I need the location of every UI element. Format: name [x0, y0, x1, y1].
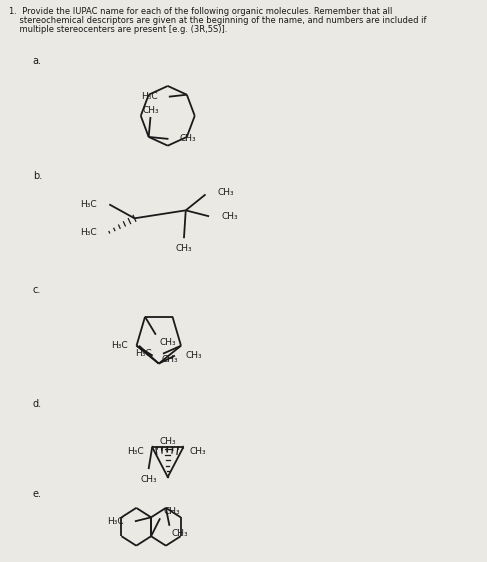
Text: H₃C: H₃C — [108, 517, 124, 526]
Text: H₃C: H₃C — [127, 447, 144, 456]
Text: H₃C: H₃C — [135, 349, 152, 358]
Text: c.: c. — [33, 285, 41, 295]
Text: a.: a. — [33, 56, 42, 66]
Text: CH₃: CH₃ — [142, 106, 159, 115]
Text: b.: b. — [33, 170, 42, 180]
Text: CH₃: CH₃ — [164, 507, 180, 516]
Text: H₃C: H₃C — [111, 341, 127, 350]
Text: CH₃: CH₃ — [176, 244, 192, 253]
Text: stereochemical descriptors are given at the beginning of the name, and numbers a: stereochemical descriptors are given at … — [9, 16, 426, 25]
Text: CH₃: CH₃ — [190, 447, 206, 456]
Text: CH₃: CH₃ — [159, 338, 176, 347]
Text: CH₃: CH₃ — [171, 529, 188, 538]
Text: e.: e. — [33, 489, 42, 499]
Text: CH₃: CH₃ — [222, 212, 238, 221]
Text: CH₃: CH₃ — [217, 188, 234, 197]
Text: multiple stereocenters are present [e.g. (3R,5S)].: multiple stereocenters are present [e.g.… — [9, 25, 227, 34]
Text: CH₃: CH₃ — [179, 134, 196, 143]
Text: CH₃: CH₃ — [140, 474, 157, 483]
Text: d.: d. — [33, 400, 42, 409]
Text: H₃C: H₃C — [80, 200, 97, 209]
Text: H₃C: H₃C — [141, 92, 158, 101]
Text: CH₃: CH₃ — [159, 437, 176, 446]
Text: H₃C: H₃C — [80, 228, 97, 237]
Text: 1.  Provide the IUPAC name for each of the following organic molecules. Remember: 1. Provide the IUPAC name for each of th… — [9, 7, 392, 16]
Text: CH₃: CH₃ — [162, 355, 178, 364]
Text: CH₃: CH₃ — [186, 351, 203, 360]
